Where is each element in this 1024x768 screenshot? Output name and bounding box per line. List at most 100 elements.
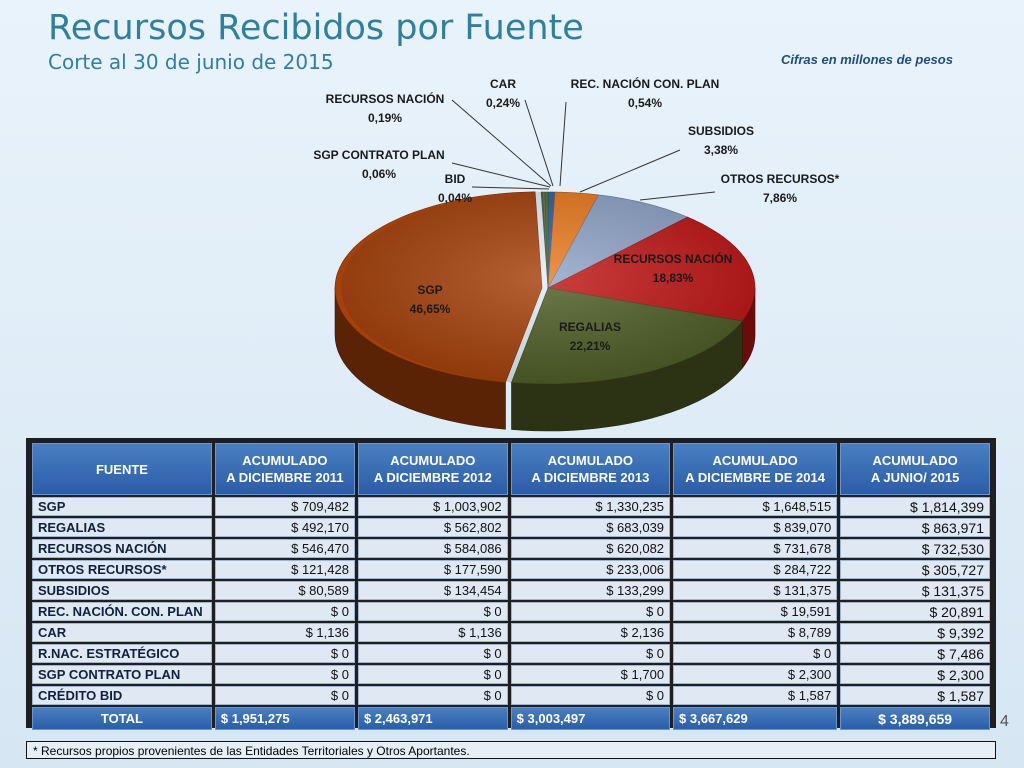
page-number: 4 [1000, 713, 1009, 730]
table-cell-value: $ 1,648,515 [673, 497, 838, 516]
table-header-3: ACUMULADO A DICIEMBRE 2013 [510, 443, 671, 495]
pie-leader-line [471, 186, 550, 190]
pie-slice-label: REC. NACIÓN CON. PLAN [571, 76, 720, 91]
pie-slice-percent: 7,86% [763, 191, 797, 205]
pie-slice-percent: 0,54% [628, 96, 662, 110]
page-subtitle: Corte al 30 de junio de 2015 [48, 50, 334, 74]
footnote: * Recursos propios provenientes de las E… [26, 741, 996, 759]
table-cell-value: $ 0 [510, 644, 671, 663]
table-header-line: A DICIEMBRE 2012 [373, 470, 492, 485]
table-cell-value: $ 2,136 [510, 623, 671, 642]
table-cell-value: $ 0 [214, 602, 355, 621]
table-cell-value: $ 7,486 [840, 644, 990, 663]
table-cell-value: $ 0 [357, 665, 508, 684]
table-cell-value: $ 8,789 [673, 623, 838, 642]
data-table: FUENTE ACUMULADO A DICIEMBRE 2011 ACUMULADO… [29, 441, 993, 732]
table-cell-value: $ 0 [510, 602, 671, 621]
table-cell-value: $ 284,722 [673, 560, 838, 579]
table-total-value: $ 3,003,497 [510, 707, 671, 730]
table-cell-value: $ 562,802 [357, 518, 508, 537]
table-cell-value: $ 731,678 [673, 539, 838, 558]
table-total-value: $ 3,889,659 [840, 707, 990, 730]
table-header-2: ACUMULADO A DICIEMBRE 2012 [357, 443, 508, 495]
table-cell-value: $ 839,070 [673, 518, 838, 537]
table-cell-source: RECURSOS NACIÓN [32, 539, 212, 558]
pie-slice-percent: 0,19% [368, 111, 402, 125]
table-total-label: TOTAL [32, 707, 212, 730]
table-cell-value: $ 1,330,235 [510, 497, 671, 516]
table-cell-value: $ 131,375 [673, 581, 838, 600]
table-cell-value: $ 19,591 [673, 602, 838, 621]
table-cell-value: $ 683,039 [510, 518, 671, 537]
pie-slice-label: SUBSIDIOS [688, 124, 754, 138]
table-cell-source: REGALIAS [32, 518, 212, 537]
table-cell-value: $ 1,003,902 [357, 497, 508, 516]
table-cell-value: $ 0 [214, 644, 355, 663]
data-table-frame: FUENTE ACUMULADO A DICIEMBRE 2011 ACUMULADO… [26, 438, 996, 730]
pie-slice-percent: 46,65% [410, 302, 451, 316]
table-header-0: FUENTE [32, 443, 212, 495]
table-total-value: $ 1,951,275 [214, 707, 355, 730]
table-cell-value: $ 2,300 [673, 665, 838, 684]
pie-leader-line [639, 191, 716, 201]
table-row: SGP $ 709,482 $ 1,003,902 $ 1,330,235 $ 1,64… [32, 497, 990, 516]
table-total-row: TOTAL $ 1,951,275 $ 2,463,971 $ 3,003,497 $ … [32, 707, 990, 730]
pie-slice-percent: 0,06% [362, 167, 396, 181]
table-row: OTROS RECURSOS* $ 121,428 $ 177,590 $ 233,0… [32, 560, 990, 579]
table-cell-source: SUBSIDIOS [32, 581, 212, 600]
table-header-line: FUENTE [95, 461, 148, 477]
pie-slice-percent: 0,04% [438, 191, 472, 205]
table-cell-source: CAR [32, 623, 212, 642]
pie-top [334, 191, 756, 385]
pie-leaders [451, 99, 716, 201]
table-cell-value: $ 0 [357, 644, 508, 663]
table-cell-source: R.NAC. ESTRATÉGICO [32, 644, 212, 663]
pie-slice-percent: 22,21% [570, 339, 611, 353]
table-cell-source: SGP [32, 497, 212, 516]
table-cell-value: $ 305,727 [840, 560, 990, 579]
table-cell-source: OTROS RECURSOS* [32, 560, 212, 579]
pie-leader-line [451, 162, 551, 188]
table-cell-value: $ 709,482 [214, 497, 355, 516]
table-cell-value: $ 732,530 [840, 539, 990, 558]
units-note: Cifras en millones de pesos [781, 52, 953, 67]
table-cell-source: CRÉDITO BID [32, 686, 212, 705]
pie-chart: REC. NACIÓN CON. PLAN 0,54% SUBSIDIOS 3,38%… [313, 76, 840, 432]
table-cell-value: $ 133,299 [510, 581, 671, 600]
pie-leader-line [579, 149, 681, 193]
table-cell-value: $ 1,587 [673, 686, 838, 705]
table-header-5: ACUMULADO A JUNIO/ 2015 [840, 443, 990, 495]
pie-slice-label: REGALIAS [559, 320, 621, 334]
table-cell-value: $ 131,375 [840, 581, 990, 600]
table-header-line: ACUMULADO [547, 453, 633, 468]
table-cell-value: $ 177,590 [357, 560, 508, 579]
table-cell-value: $ 546,470 [214, 539, 355, 558]
table-cell-value: $ 863,971 [840, 518, 990, 537]
pie-slice-label: BID [445, 172, 466, 186]
table-header-line: A DICIEMBRE DE 2014 [685, 470, 825, 485]
table-row: CRÉDITO BID $ 0 $ 0 $ 0 $ 1,587 $ 1,587 [32, 686, 990, 705]
table-cell-value: $ 2,300 [840, 665, 990, 684]
table-cell-value: $ 0 [214, 686, 355, 705]
table-cell-source: SGP CONTRATO PLAN [32, 665, 212, 684]
table-total-value: $ 3,667,629 [673, 707, 838, 730]
table-header-line: ACUMULADO [242, 453, 328, 468]
table-row: SUBSIDIOS $ 80,589 $ 134,454 $ 133,299 $ 131… [32, 581, 990, 600]
table-row: CAR $ 1,136 $ 1,136 $ 2,136 $ 8,789 $ 9,392 [32, 623, 990, 642]
pie-slice-percent: 3,38% [704, 143, 738, 157]
pie-slice-label: OTROS RECURSOS* [721, 172, 840, 186]
table-header-4: ACUMULADO A DICIEMBRE DE 2014 [673, 443, 838, 495]
table-cell-value: $ 0 [357, 686, 508, 705]
table-cell-value: $ 1,587 [840, 686, 990, 705]
table-header-1: ACUMULADO A DICIEMBRE 2011 [214, 443, 355, 495]
table-cell-value: $ 9,392 [840, 623, 990, 642]
pie-slice-label: RECURSOS NACIÓN [326, 91, 445, 106]
table-cell-source: REC. NACIÓN. CON. PLAN [32, 602, 212, 621]
table-row: REGALIAS $ 492,170 $ 562,802 $ 683,039 $ 839… [32, 518, 990, 537]
pie-slice-label: CAR [490, 77, 516, 91]
pie-leader-line [451, 99, 552, 187]
table-row: RECURSOS NACIÓN $ 546,470 $ 584,086 $ 620,0… [32, 539, 990, 558]
table-header-line: A DICIEMBRE 2013 [531, 470, 650, 485]
table-row: R.NAC. ESTRATÉGICO $ 0 $ 0 $ 0 $ 0 $ 7,486 [32, 644, 990, 663]
pie-slice-label: SGP [417, 283, 442, 297]
